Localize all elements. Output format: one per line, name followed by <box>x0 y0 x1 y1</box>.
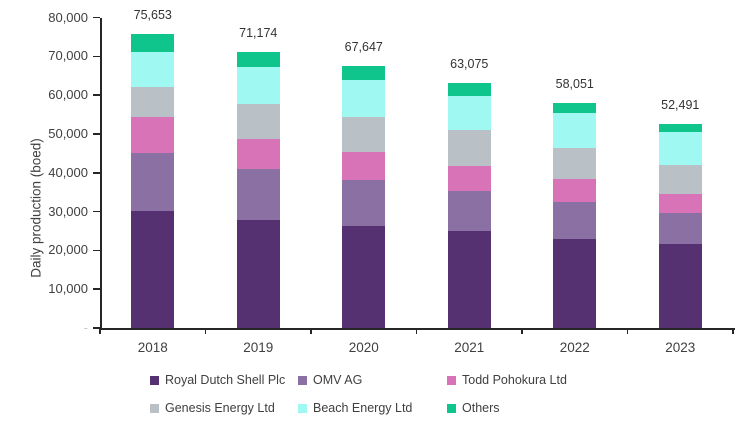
bar-segment-todd-pohokura-ltd-2019 <box>236 139 280 169</box>
x-category-label-2022: 2022 <box>559 340 590 355</box>
y-tick-label: 30,000 <box>48 203 88 219</box>
bar-segment-beach-energy-ltd-2019 <box>236 67 280 105</box>
y-axis-tick <box>93 288 100 290</box>
x-axis-tick <box>732 328 734 334</box>
legend-marker-beach-energy-ltd <box>298 403 307 413</box>
bar-segment-genesis-energy-ltd-2021 <box>447 130 491 167</box>
y-axis-tick <box>93 55 100 58</box>
bar-segment-omv-ag-2021 <box>447 191 491 231</box>
bar-segment-omv-ag-2022 <box>553 202 597 239</box>
legend-label-genesis-energy-ltd: Genesis Energy Ltd <box>165 401 275 415</box>
total-label-2020: 67,647 <box>344 39 383 54</box>
bar-segment-genesis-energy-ltd-2020 <box>342 116 386 152</box>
bar-segment-todd-pohokura-ltd-2021 <box>447 166 491 192</box>
x-axis-tick <box>415 328 418 334</box>
legend-marker-genesis-energy-ltd <box>150 403 159 413</box>
bar-segment-others-2020 <box>342 65 386 81</box>
bar-segment-omv-ag-2020 <box>342 179 386 226</box>
bar-segment-others-2021 <box>447 83 491 96</box>
y-tick-label: 40,000 <box>48 164 88 180</box>
legend-label-royal-dutch-shell-plc: Royal Dutch Shell Plc <box>165 373 286 387</box>
bar-segment-royal-dutch-shell-plc-2019 <box>236 219 280 328</box>
total-label-2018: 75,653 <box>133 8 172 23</box>
y-axis-tick <box>93 172 100 174</box>
bar-segment-beach-energy-ltd-2018 <box>131 51 175 88</box>
bar-segment-beach-energy-ltd-2022 <box>553 113 597 148</box>
bar-segment-genesis-energy-ltd-2022 <box>553 147 597 179</box>
total-label-2019: 71,174 <box>239 25 278 40</box>
bar-segment-omv-ag-2019 <box>236 168 280 220</box>
legend-marker-royal-dutch-shell-plc <box>150 375 159 385</box>
x-category-label-2018: 2018 <box>137 340 168 355</box>
x-category-label-2021: 2021 <box>454 340 485 355</box>
bar-segment-others-2018 <box>131 34 175 52</box>
legend-item-royal-dutch-shell-plc: Royal Dutch Shell Plc <box>150 372 285 388</box>
bar-segment-todd-pohokura-ltd-2018 <box>131 117 175 153</box>
bar-segment-todd-pohokura-ltd-2020 <box>342 151 386 180</box>
y-tick-label: 10,000 <box>48 281 88 297</box>
total-label-2021: 63,075 <box>450 57 489 72</box>
bar-segment-beach-energy-ltd-2020 <box>342 80 386 117</box>
legend-item-omv-ag: OMV AG <box>298 372 362 388</box>
bar-segment-others-2023 <box>658 124 702 132</box>
total-label-2022: 58,051 <box>555 76 594 91</box>
bar-segment-genesis-energy-ltd-2018 <box>131 87 175 118</box>
bar-segment-todd-pohokura-ltd-2023 <box>658 193 702 214</box>
y-axis-tick <box>93 249 100 252</box>
y-axis-tick <box>93 16 100 19</box>
bar-segment-others-2022 <box>553 102 597 114</box>
bar-segment-omv-ag-2018 <box>131 153 175 211</box>
y-tick-label: 80,000 <box>48 9 88 25</box>
legend-marker-omv-ag <box>298 375 307 385</box>
x-axis-tick <box>204 328 207 334</box>
bar-segment-omv-ag-2023 <box>658 213 702 245</box>
legend-label-todd-pohokura-ltd: Todd Pohokura Ltd <box>462 373 567 387</box>
total-label-2023: 52,491 <box>661 98 700 113</box>
y-axis-tick <box>93 210 100 213</box>
bar-segment-royal-dutch-shell-plc-2022 <box>553 238 597 328</box>
legend-label-beach-energy-ltd: Beach Energy Ltd <box>313 401 413 415</box>
x-axis-tick <box>521 328 523 334</box>
legend-item-beach-energy-ltd: Beach Energy Ltd <box>298 400 412 416</box>
bar-segment-todd-pohokura-ltd-2022 <box>553 178 597 203</box>
y-axis-tick <box>93 94 100 96</box>
bar-segment-beach-energy-ltd-2023 <box>658 131 702 166</box>
x-axis-tick <box>310 328 312 334</box>
y-axis-tick <box>93 133 100 135</box>
legend-label-omv-ag: OMV AG <box>313 373 363 387</box>
bar-segment-others-2019 <box>236 51 280 68</box>
legend-label-others: Others <box>462 401 500 415</box>
x-axis-tick <box>99 328 101 334</box>
y-tick-label: 70,000 <box>48 48 88 64</box>
y-tick-label-zero: - <box>83 320 88 335</box>
y-axis-line <box>100 17 102 330</box>
y-tick-label: 50,000 <box>48 126 88 141</box>
x-axis-line <box>100 328 735 330</box>
y-tick-label: 60,000 <box>48 87 88 103</box>
bar-segment-royal-dutch-shell-plc-2023 <box>658 244 702 328</box>
bar-segment-royal-dutch-shell-plc-2021 <box>447 231 491 328</box>
y-tick-label: 20,000 <box>48 242 88 258</box>
legend-marker-todd-pohokura-ltd <box>447 375 456 385</box>
bar-segment-genesis-energy-ltd-2023 <box>658 165 702 194</box>
x-category-label-2019: 2019 <box>243 340 274 355</box>
legend-marker-others <box>447 403 456 413</box>
bar-segment-beach-energy-ltd-2021 <box>447 95 491 131</box>
legend-item-others: Others <box>447 400 500 416</box>
bar-segment-royal-dutch-shell-plc-2020 <box>342 225 386 328</box>
legend-item-genesis-energy-ltd: Genesis Energy Ltd <box>150 400 275 416</box>
legend-item-todd-pohokura-ltd: Todd Pohokura Ltd <box>447 372 567 388</box>
bar-segment-royal-dutch-shell-plc-2018 <box>131 210 175 328</box>
y-axis-tick <box>93 327 100 329</box>
x-axis-tick <box>626 328 629 334</box>
bar-segment-genesis-energy-ltd-2019 <box>236 104 280 140</box>
x-category-label-2023: 2023 <box>665 340 696 355</box>
x-category-label-2020: 2020 <box>348 340 379 355</box>
